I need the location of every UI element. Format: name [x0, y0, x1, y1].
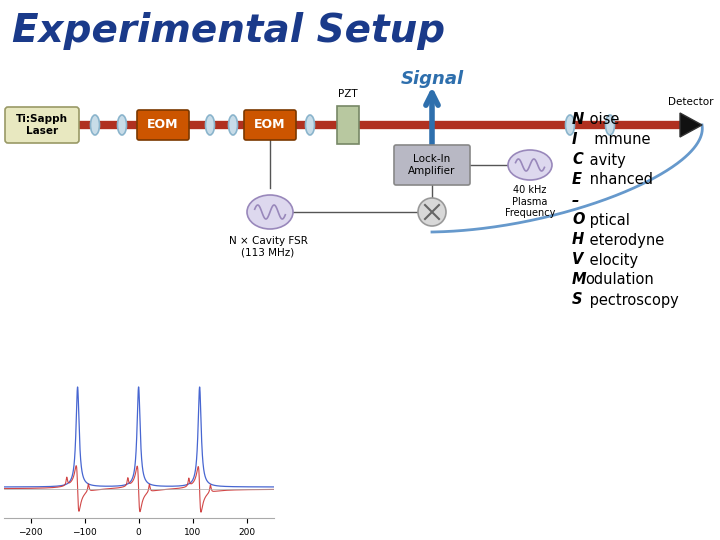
Text: M: M: [572, 273, 587, 287]
Text: O: O: [572, 213, 585, 227]
Ellipse shape: [117, 115, 127, 135]
Text: Lock-In
Amplifier: Lock-In Amplifier: [408, 154, 456, 176]
Text: S: S: [572, 293, 582, 307]
Text: –: –: [572, 192, 580, 207]
Text: E: E: [572, 172, 582, 187]
Text: mmune: mmune: [585, 132, 650, 147]
Ellipse shape: [91, 115, 99, 135]
Text: elocity: elocity: [585, 253, 638, 267]
Text: EOM: EOM: [254, 118, 286, 132]
Text: H: H: [572, 233, 584, 247]
Ellipse shape: [565, 115, 575, 135]
Ellipse shape: [247, 195, 293, 229]
Text: oise: oise: [585, 112, 619, 127]
Ellipse shape: [606, 115, 614, 135]
Text: Experimental Setup: Experimental Setup: [12, 12, 445, 50]
FancyBboxPatch shape: [337, 106, 359, 144]
Ellipse shape: [508, 150, 552, 180]
Text: N: N: [572, 112, 584, 127]
FancyBboxPatch shape: [5, 107, 79, 143]
Text: Signal: Signal: [400, 70, 464, 88]
Text: nhanced: nhanced: [585, 172, 653, 187]
Text: avity: avity: [585, 152, 626, 167]
Text: eterodyne: eterodyne: [585, 233, 665, 247]
Ellipse shape: [205, 115, 215, 135]
FancyBboxPatch shape: [244, 110, 296, 140]
Text: I: I: [572, 132, 577, 147]
Polygon shape: [680, 113, 702, 137]
Text: C: C: [572, 152, 582, 167]
Text: Detector: Detector: [668, 97, 714, 107]
Text: ptical: ptical: [585, 213, 630, 227]
Ellipse shape: [228, 115, 238, 135]
Text: EOM: EOM: [148, 118, 179, 132]
FancyBboxPatch shape: [394, 145, 470, 185]
Text: odulation: odulation: [585, 273, 654, 287]
Text: 40 kHz
Plasma
Frequency: 40 kHz Plasma Frequency: [505, 185, 555, 218]
Ellipse shape: [305, 115, 315, 135]
Text: N × Cavity FSR
(113 MHz): N × Cavity FSR (113 MHz): [228, 236, 307, 258]
Text: PZT: PZT: [338, 89, 358, 99]
Text: Ti:Sapph
Laser: Ti:Sapph Laser: [16, 114, 68, 136]
FancyBboxPatch shape: [137, 110, 189, 140]
Text: V: V: [572, 253, 583, 267]
Text: pectroscopy: pectroscopy: [585, 293, 679, 307]
Ellipse shape: [418, 198, 446, 226]
